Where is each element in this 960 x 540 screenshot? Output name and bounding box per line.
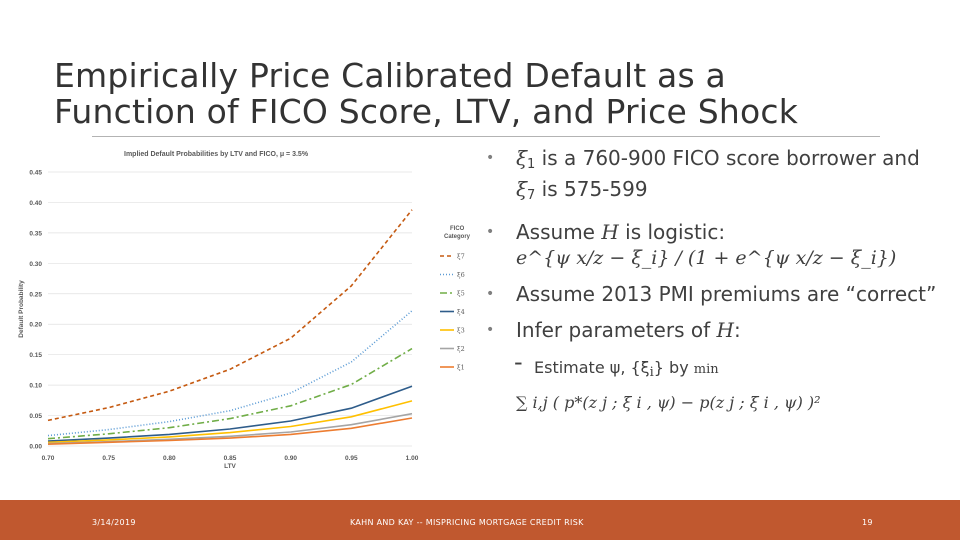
bullet-dot: • (486, 224, 495, 240)
slide-title-line-1: Empirically Price Calibrated Default as … (54, 56, 726, 95)
legend-label: ξ1 (457, 364, 465, 372)
dash-marker: - (514, 348, 523, 376)
y-tick-label: 0.05 (29, 413, 42, 420)
series-line (47, 385, 413, 442)
series-line (47, 417, 413, 445)
xi-symbol: ξ (516, 146, 528, 170)
slide-title-line-2: Function of FICO Score, LTV, and Price S… (54, 92, 799, 131)
series-line (47, 347, 413, 440)
xi-subscript: i (649, 365, 654, 380)
y-tick-label: 0.45 (29, 170, 42, 177)
y-tick-label: 0.00 (29, 444, 42, 451)
min-operator: min (693, 362, 719, 377)
bullet-text: is a 760-900 FICO score borrower and (535, 146, 920, 170)
y-tick-label: 0.25 (29, 291, 42, 298)
legend-label: ξ4 (457, 308, 465, 316)
x-tick-label: 0.75 (102, 455, 115, 462)
estimation-formula: ∑ i,j ( p*(z j ; ξ i , ψ) − p(z j ; ξ i … (516, 393, 821, 412)
legend-label: ξ5 (457, 290, 465, 298)
bullet-dot: • (486, 150, 495, 166)
legend-label: ξ3 (457, 327, 465, 335)
x-tick-label: 0.95 (345, 455, 358, 462)
series-line (47, 209, 413, 422)
x-tick-label: 0.85 (224, 455, 237, 462)
legend-title: Category (444, 234, 471, 240)
sub-bullet-text: Estimate ψ, {ξ (534, 358, 650, 377)
series-line (47, 400, 413, 444)
series-line (47, 310, 413, 437)
bullet-dot: • (486, 322, 495, 338)
bullet-pmi: • Assume 2013 PMI premiums are “correct” (482, 282, 942, 306)
xi-subscript: 7 (527, 188, 536, 203)
default-probability-chart: Implied Default Probabilities by LTV and… (18, 151, 419, 470)
bullet-text: : (733, 318, 741, 342)
bullet-list: • ξ1 is a 760-900 FICO score borrower an… (482, 146, 942, 417)
y-axis-label: Default Probability (18, 280, 25, 338)
legend-label: ξ6 (457, 271, 465, 279)
sub-bullet-text: } by (653, 358, 694, 377)
y-tick-label: 0.10 (29, 383, 42, 390)
footer-date: 3/14/2019 (92, 518, 136, 527)
x-tick-label: 0.70 (42, 455, 55, 462)
bullet-text: Assume 2013 PMI premiums are “correct” (516, 282, 937, 306)
logistic-formula: e^{ψ x/z − ξ_i} / (1 + e^{ψ x/z − ξ_i}) (516, 247, 897, 269)
xi-subscript: 1 (527, 157, 536, 172)
h-variable: H (716, 318, 734, 342)
legend-label: ξ2 (457, 345, 465, 353)
bullet-infer: • Infer parameters of H: (482, 318, 942, 342)
x-tick-label: 1.00 (406, 455, 419, 462)
footer-page-number: 19 (862, 518, 873, 527)
y-tick-label: 0.35 (29, 230, 42, 237)
h-variable: H (601, 220, 619, 244)
y-tick-label: 0.30 (29, 261, 42, 268)
xi-symbol: ξ (516, 177, 528, 201)
footer-bar (0, 500, 960, 540)
footer-center-text: KAHN AND KAY -- MISPRICING MORTGAGE CRED… (350, 518, 584, 527)
title-divider (92, 136, 880, 137)
legend-label: ξ7 (457, 253, 465, 261)
bullet-text: is logistic: (618, 220, 726, 244)
bullet-text: Assume (516, 220, 602, 244)
y-tick-label: 0.40 (29, 200, 42, 207)
chart-title: Implied Default Probabilities by LTV and… (124, 151, 309, 158)
y-tick-label: 0.15 (29, 352, 42, 359)
x-axis-label: LTV (224, 463, 236, 470)
bullet-logistic: • Assume H is logistic: e^{ψ x/z − ξ_i} … (482, 220, 942, 270)
y-tick-label: 0.20 (29, 322, 42, 329)
x-tick-label: 0.80 (163, 455, 176, 462)
legend-title: FICO (450, 226, 465, 232)
x-tick-label: 0.90 (284, 455, 297, 462)
bullet-text: is 575-599 (535, 177, 648, 201)
bullet-text: Infer parameters of (516, 318, 717, 342)
bullet-fico-categories: • ξ1 is a 760-900 FICO score borrower an… (482, 146, 942, 208)
chart-legend: FICO Category ξ7 ξ6 ξ5 ξ4 ξ3 ξ2 ξ1 (440, 226, 471, 372)
sub-bullet-estimate: - Estimate ψ, {ξi} by min ∑ i,j ( p*(z j… (482, 348, 942, 417)
bullet-dot: • (486, 286, 495, 302)
slide-title: Empirically Price Calibrated Default as … (54, 58, 914, 130)
